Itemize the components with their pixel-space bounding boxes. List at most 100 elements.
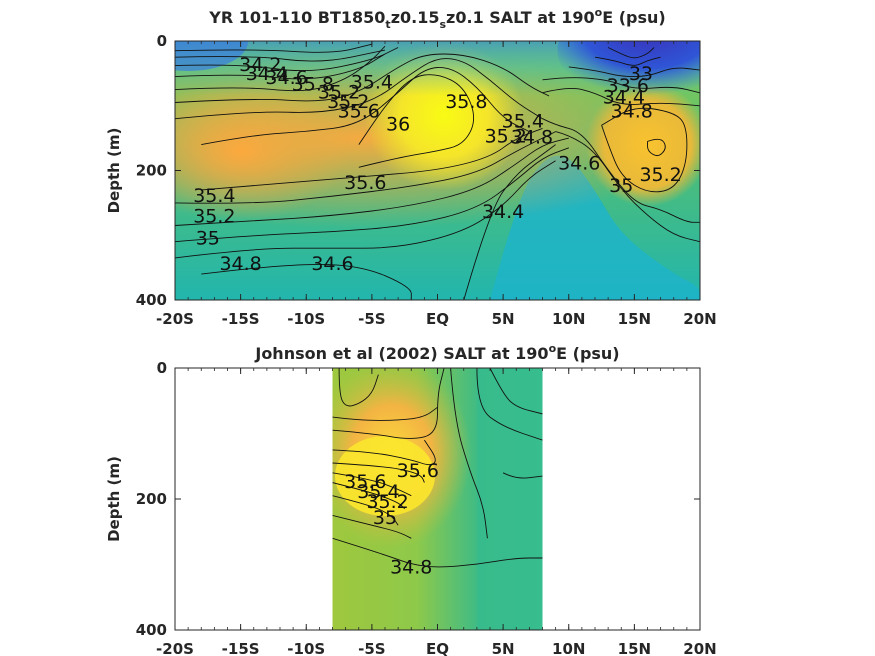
y-tick-label: 400 xyxy=(136,291,167,309)
contour-label: 36 xyxy=(386,114,410,136)
contour-label: 34.4 xyxy=(482,201,524,223)
contour-line xyxy=(555,131,700,243)
title-part: o xyxy=(549,342,557,355)
contour-line xyxy=(450,368,488,539)
salinity-field-model xyxy=(175,41,700,300)
contour-line xyxy=(175,47,399,72)
x-tick-label: 15N xyxy=(618,640,651,656)
x-tick-label: 20N xyxy=(683,640,716,656)
contour-line xyxy=(175,58,543,120)
contour-label: 35.4 xyxy=(351,72,393,94)
x-tick-label: -15S xyxy=(222,310,260,328)
contour-label: 35 xyxy=(609,175,633,197)
contour-line xyxy=(594,56,661,66)
contour-line xyxy=(542,88,700,107)
x-tick-label: 15N xyxy=(618,310,651,328)
x-tick-label: 10N xyxy=(552,640,585,656)
title-part: z0.15 xyxy=(391,8,440,27)
contour-line xyxy=(201,263,412,300)
title-part: YR 101-110 BT1850 xyxy=(208,8,385,27)
contour-labels-model: 34.234.434.635.835.235.235.435.63635.835… xyxy=(193,54,682,275)
field-core xyxy=(335,436,435,517)
field-fresh-pool xyxy=(557,41,700,106)
x-tick-label: 10N xyxy=(552,310,585,328)
contour-line xyxy=(502,472,543,479)
contour-label: 35.6 xyxy=(344,471,386,493)
contour-line xyxy=(332,439,436,466)
contour-label: 34.6 xyxy=(558,153,600,175)
panel-model: YR 101-110 BT1850tz0.15sz0.1 SALT at 190… xyxy=(105,6,717,328)
contour-line xyxy=(568,66,700,78)
contour-label: 35.8 xyxy=(292,74,334,96)
x-tick-label: -15S xyxy=(222,640,260,656)
panel-observed: Johnson et al (2002) SALT at 190oE (psu)… xyxy=(105,342,717,656)
x-tick-label: 5N xyxy=(492,640,515,656)
contour-label: 35.6 xyxy=(397,460,439,482)
title-part: Johnson et al (2002) SALT at 190 xyxy=(254,344,548,363)
contour-label: 35 xyxy=(196,228,220,250)
contour-line xyxy=(476,368,543,441)
field-warm-west xyxy=(175,81,351,222)
axes-model: -20S -15S -10S -5S EQ 5N 10N 15N 20N 0 200 400 Depth… xyxy=(105,32,717,328)
contour-line xyxy=(201,67,530,146)
contour-line xyxy=(332,406,438,421)
contour-line xyxy=(332,462,425,483)
contour-line xyxy=(332,472,412,497)
y-axis-label: Depth (m) xyxy=(105,128,123,214)
contour-line xyxy=(175,45,386,92)
x-tick-label: -10S xyxy=(287,310,325,328)
contour-label: 34.8 xyxy=(511,127,553,149)
contour-line xyxy=(175,53,550,103)
contour-line xyxy=(175,147,569,243)
x-tick-label: -20S xyxy=(156,310,194,328)
contour-label: 35.2 xyxy=(193,206,235,228)
contour-line xyxy=(332,537,543,568)
contour-line xyxy=(332,482,406,510)
contour-line xyxy=(647,138,666,157)
title-part: E (psu) xyxy=(556,344,620,363)
contour-line xyxy=(489,368,543,415)
y-tick-label: 0 xyxy=(157,32,167,50)
contour-label: 35.2 xyxy=(485,125,527,147)
contour-line xyxy=(358,74,475,168)
contour-label: 35.2 xyxy=(366,491,408,513)
contour-label: 34.8 xyxy=(611,101,653,123)
title-part: t xyxy=(385,18,390,31)
contour-line xyxy=(175,137,569,226)
contour-label: 35.4 xyxy=(357,481,399,503)
contour-label: 35.6 xyxy=(338,101,380,123)
y-tick-label: 400 xyxy=(136,621,167,639)
x-tick-label: 5N xyxy=(492,310,515,328)
contour-labels-observed: 35.635.435.235 35.6 34.8 xyxy=(344,460,439,578)
axes-observed: -20S -15S -10S -5S EQ 5N 10N 15N 20N 0 200 400 Depth… xyxy=(105,359,717,656)
contour-label: 35.6 xyxy=(344,172,386,194)
contour-line xyxy=(332,514,412,539)
contour-label: 34.8 xyxy=(390,556,432,578)
contour-label: 34.6 xyxy=(265,67,307,89)
contour-label: 34.8 xyxy=(219,253,261,275)
contour-label: 35.4 xyxy=(193,185,235,207)
contour-line xyxy=(175,131,556,204)
contour-line xyxy=(542,118,700,223)
chart-title: Johnson et al (2002) SALT at 190oE (psu) xyxy=(254,342,619,363)
contour-line xyxy=(463,144,556,300)
y-tick-label: 0 xyxy=(157,359,167,377)
contour-label: 34.2 xyxy=(239,54,281,76)
contour-label: 33.6 xyxy=(607,75,649,97)
field-east xyxy=(476,368,543,630)
contour-line xyxy=(175,160,556,259)
contour-line xyxy=(175,49,386,62)
title-part: o xyxy=(595,6,603,19)
contour-label: 35.8 xyxy=(445,91,487,113)
title-part: E (psu) xyxy=(602,8,666,27)
x-tick-label: -10S xyxy=(287,640,325,656)
contour-line xyxy=(175,43,373,53)
title-part: s xyxy=(439,18,446,31)
chart-title: YR 101-110 BT1850tz0.15sz0.1 SALT at 190… xyxy=(208,6,665,31)
contour-label: 33 xyxy=(629,63,653,85)
contour-line xyxy=(607,47,655,59)
field-fresh-west xyxy=(175,41,249,71)
contour-lines-observed xyxy=(332,368,543,568)
contour-line xyxy=(332,495,399,526)
contour-label: 35.2 xyxy=(639,164,681,186)
